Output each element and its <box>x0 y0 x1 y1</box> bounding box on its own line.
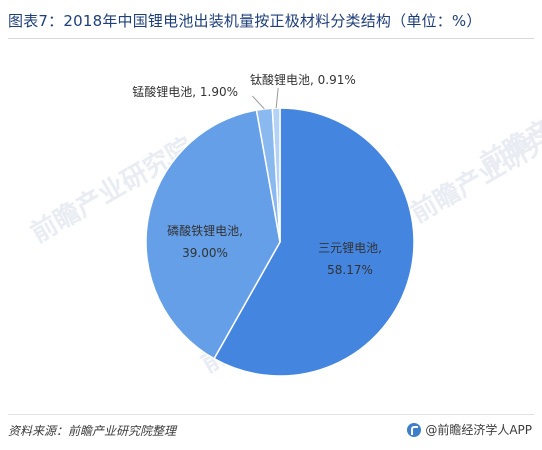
pie-slice <box>213 107 415 377</box>
source-note: 资料来源：前瞻产业研究院整理 <box>8 424 177 438</box>
chart-title: 图表7：2018年中国锂电池出装机量按正极材料分类结构（单位：%） <box>8 12 482 30</box>
slice-label: 钛酸锂电池, 0.91% <box>250 72 356 87</box>
brand-logo-icon <box>407 422 422 437</box>
leader-line <box>252 95 265 110</box>
pie-chart: 三元锂电池, 58.17% 磷酸铁锂电池, 39.00% 锰酸锂电池, 1.90% 钛酸锂… <box>132 72 415 377</box>
pie-slice <box>145 109 281 360</box>
brand-text: @前瞻经济学人APP <box>425 423 532 437</box>
slice-label: 锰酸锂电池, 1.90% <box>132 84 238 99</box>
brand-credit: @前瞻经济学人APP <box>407 421 532 438</box>
slice-value-label: 39.00% <box>182 246 228 260</box>
pie-slice <box>271 107 281 243</box>
slice-label: 磷酸铁锂电池, <box>167 223 243 238</box>
slice-label: 三元锂电池, <box>318 240 382 255</box>
leader-line <box>275 87 279 109</box>
slice-value-label: 58.17% <box>327 263 373 277</box>
footer-divider <box>8 414 534 415</box>
title-divider <box>8 38 534 39</box>
